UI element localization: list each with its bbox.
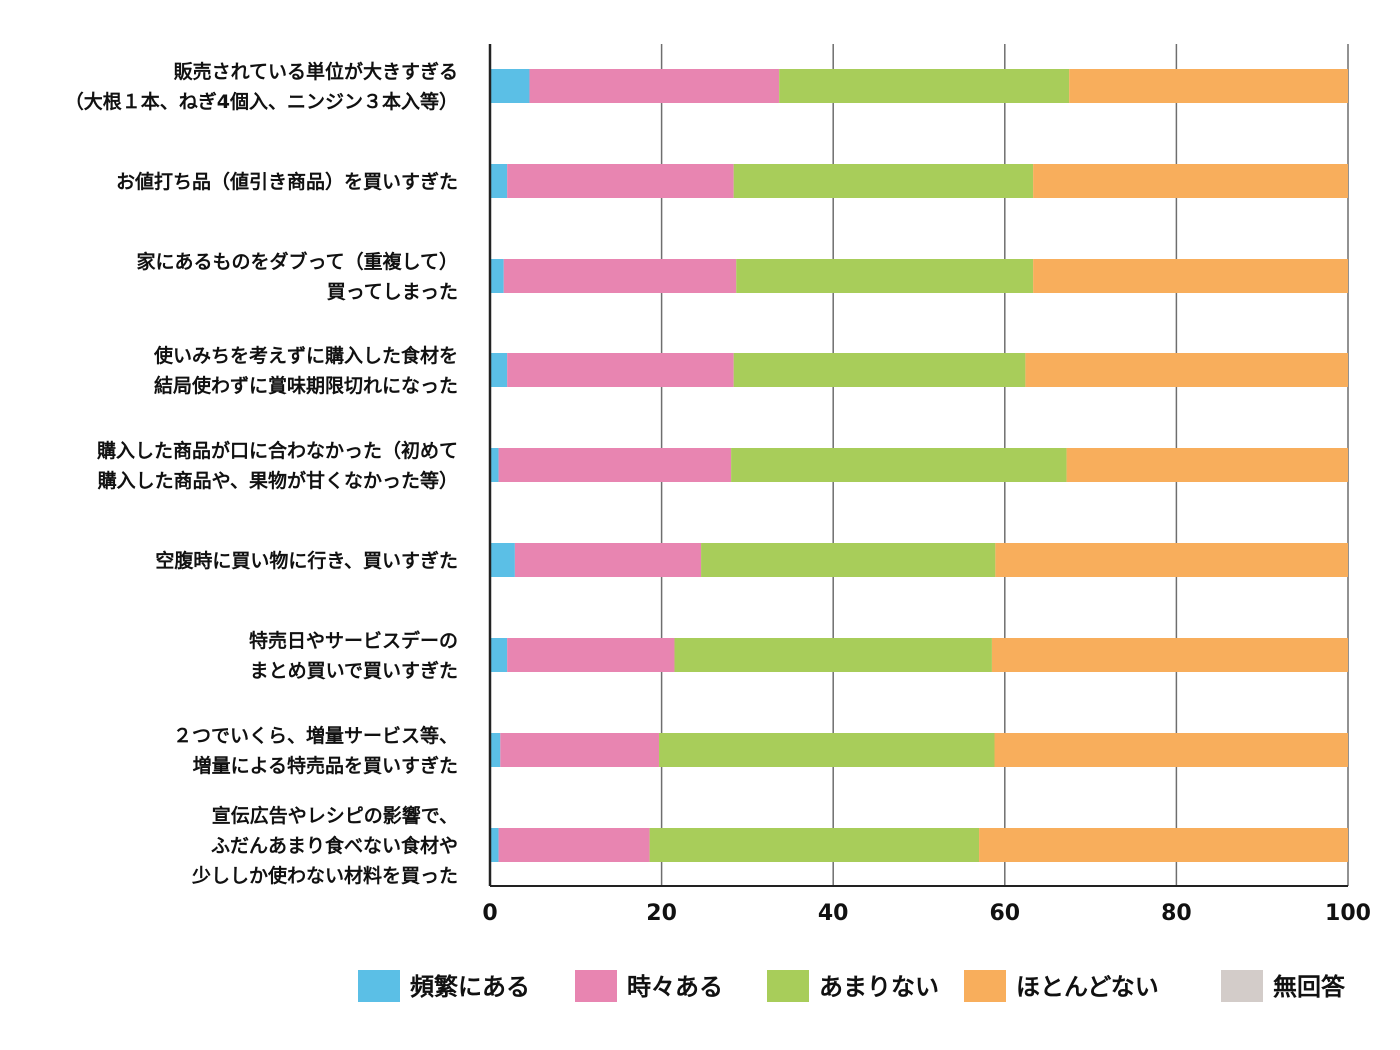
bar-segment-6-1 [490, 543, 515, 577]
bar-segment-2-3 [733, 164, 1034, 198]
legend-swatch-3 [767, 970, 809, 1002]
bar-segment-9-2 [498, 828, 650, 862]
bar-segment-9-1 [490, 828, 499, 862]
category-label-4-line-2: 結局使わずに賞味期限切れになった [154, 374, 458, 397]
bar-segment-6-3 [701, 543, 996, 577]
legend-swatch-4 [964, 970, 1006, 1002]
category-label-1-line-2: （大根１本、ねぎ4個入、ニンジン３本入等） [65, 90, 458, 113]
category-label-9-line-1: 宣伝広告やレシピの影響で、 [212, 804, 458, 827]
category-label-1-line-1: 販売されている単位が大きすぎる [174, 60, 458, 83]
legend-swatch-5 [1221, 970, 1263, 1002]
bars [490, 69, 1348, 862]
category-label-5-line-2: 購入した商品や、果物が甘くなかった等） [98, 469, 458, 492]
legend-swatch-1 [358, 970, 400, 1002]
legend-label-5: 無回答 [1273, 973, 1346, 1001]
bar-segment-3-1 [490, 259, 504, 293]
bar-segment-7-2 [507, 638, 675, 672]
category-label-5-line-1: 購入した商品が口に合わなかった（初めて [97, 439, 458, 462]
axes [488, 44, 1348, 887]
bar-segment-1-4 [1069, 69, 1348, 103]
x-tick-label-40: 40 [818, 901, 849, 926]
category-label-7-line-1: 特売日やサービスデーの [249, 629, 458, 652]
category-label-4-line-1: 使いみちを考えずに購入した食材を [153, 344, 458, 367]
legend-label-3: あまりない [819, 973, 939, 1001]
bar-segment-9-3 [649, 828, 980, 862]
category-label-3-line-2: 買ってしまった [327, 281, 458, 303]
x-tick-label-80: 80 [1161, 901, 1192, 926]
bar-segment-1-3 [779, 69, 1070, 103]
bar-segment-2-4 [1033, 164, 1348, 198]
bar-segment-1-2 [529, 69, 780, 103]
category-label-2-line-1: お値打ち品（値引き商品）を買いすぎた [116, 170, 458, 193]
legend-label-2: 時々ある [627, 973, 723, 1001]
bar-segment-3-2 [503, 259, 737, 293]
legend-swatch-2 [575, 970, 617, 1002]
bar-segment-5-4 [1066, 448, 1348, 482]
bar-segment-3-4 [1033, 259, 1348, 293]
bar-segment-4-1 [490, 353, 508, 387]
category-label-6-line-1: 空腹時に買い物に行き、買いすぎた [155, 549, 458, 572]
bar-segment-3-3 [736, 259, 1034, 293]
bar-segment-8-3 [659, 733, 995, 767]
category-label-9-line-2: ふだんあまり食べない食材や [211, 834, 458, 857]
bar-segment-1-1 [490, 69, 530, 103]
bar-segment-5-1 [490, 448, 499, 482]
category-label-9-line-3: 少ししか使わない材料を買った [191, 864, 458, 887]
bar-segment-2-2 [507, 164, 734, 198]
category-label-8-line-1: ２つでいくら、増量サービス等、 [173, 724, 458, 747]
bar-segment-5-2 [498, 448, 732, 482]
x-tick-label-20: 20 [646, 901, 677, 926]
x-tick-label-100: 100 [1325, 901, 1371, 926]
bar-segment-7-1 [490, 638, 508, 672]
x-tick-labels: 0 20 40 60 80 100 [482, 901, 1371, 926]
bar-segment-6-4 [995, 543, 1348, 577]
category-label-8-line-2: 増量による特売品を買いすぎた [193, 754, 458, 777]
bar-segment-8-4 [994, 733, 1348, 767]
bar-segment-4-4 [1025, 353, 1348, 387]
legend-label-4: ほとんどない [1016, 973, 1159, 1001]
bar-segment-9-4 [979, 828, 1348, 862]
bar-segment-2-1 [490, 164, 508, 198]
legend-label-1: 頻繁にある [410, 973, 530, 1001]
bar-segment-8-1 [490, 733, 501, 767]
bar-segment-4-3 [733, 353, 1026, 387]
bar-segment-7-4 [991, 638, 1348, 672]
x-tick-label-60: 60 [989, 901, 1020, 926]
bar-segment-4-2 [507, 353, 734, 387]
category-label-3-line-1: 家にあるものをダブって（重複して） [137, 250, 458, 273]
bar-segment-8-2 [500, 733, 660, 767]
bar-segment-6-2 [514, 543, 702, 577]
bar-segment-5-3 [731, 448, 1067, 482]
category-label-7-line-2: まとめ買いで買いすぎた [250, 659, 458, 682]
category-labels: 販売されている単位が大きすぎる （大根１本、ねぎ4個入、ニンジン３本入等） お値打ち… [65, 60, 458, 887]
legend: 頻繁にある 時々ある あまりない ほとんどない 無回答 [358, 970, 1346, 1002]
x-tick-label-0: 0 [482, 901, 497, 926]
bar-segment-7-3 [674, 638, 992, 672]
